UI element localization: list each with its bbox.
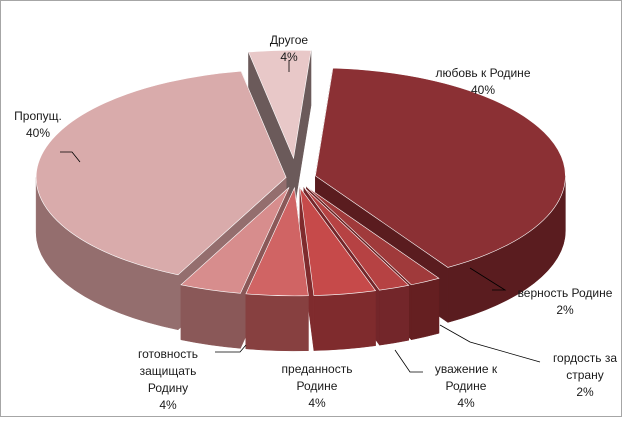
leader-line bbox=[60, 151, 81, 163]
data-labels: любовь к Родине 40%верность Родине 2%гордо… bbox=[14, 33, 617, 412]
slice-top bbox=[315, 67, 566, 268]
data-label-line: любовь к Родине bbox=[436, 66, 531, 80]
data-label-line: защищать bbox=[140, 364, 197, 378]
leader-line bbox=[469, 267, 507, 291]
slice-top bbox=[35, 70, 287, 276]
slice-top bbox=[248, 49, 312, 160]
data-label-8: Другое 4% bbox=[270, 33, 308, 64]
data-label-line: 4% bbox=[159, 398, 177, 412]
slice-outer-wall bbox=[379, 284, 410, 346]
slice-outer-wall bbox=[313, 290, 376, 351]
data-label-1: любовь к Родине 40% bbox=[436, 66, 531, 97]
data-label-line: 2% bbox=[556, 303, 574, 317]
data-label-line: 4% bbox=[280, 50, 298, 64]
data-label-4: уважение к Родине 4% bbox=[435, 362, 498, 410]
data-label-line: Другое bbox=[270, 33, 308, 47]
data-label-line: страну bbox=[566, 368, 603, 382]
slice-top bbox=[245, 186, 309, 297]
data-label-line: Пропущ. bbox=[14, 109, 62, 123]
data-label-line: готовность bbox=[138, 347, 198, 361]
data-label-line: 40% bbox=[471, 83, 495, 97]
slice-top bbox=[306, 186, 440, 286]
pie-slices bbox=[35, 49, 566, 352]
slice-outer-wall bbox=[180, 284, 241, 349]
data-label-line: Родину bbox=[148, 381, 188, 395]
slice-outer-wall bbox=[245, 293, 309, 352]
slice-4 bbox=[299, 186, 377, 351]
data-label-line: Родине bbox=[446, 379, 487, 393]
data-label-line: 40% bbox=[26, 126, 50, 140]
data-label-6: готовность защищать Родину 4% bbox=[138, 347, 198, 412]
data-label-2: верность Родине 2% bbox=[518, 286, 613, 317]
data-label-line: преданность bbox=[282, 362, 353, 376]
slice-5 bbox=[245, 186, 309, 352]
leader-line bbox=[394, 349, 423, 373]
data-label-line: верность Родине bbox=[518, 286, 613, 300]
data-label-line: гордость за bbox=[553, 351, 617, 365]
data-label-line: Родине bbox=[297, 379, 338, 393]
data-label-line: 2% bbox=[576, 385, 594, 399]
data-label-5: преданность Родине 4% bbox=[282, 362, 353, 410]
slice-top bbox=[180, 187, 290, 294]
data-label-line: уважение к bbox=[435, 362, 498, 376]
data-label-line: 4% bbox=[308, 396, 326, 410]
slice-top bbox=[299, 187, 377, 296]
leader-line bbox=[215, 344, 247, 353]
data-label-7: Пропущ. 40% bbox=[14, 109, 62, 140]
leader-line bbox=[439, 324, 541, 363]
slice-top bbox=[303, 187, 410, 291]
leader-lines bbox=[60, 60, 541, 373]
slice-outer-wall bbox=[411, 277, 440, 341]
data-label-3: гордость за страну 2% bbox=[553, 351, 617, 399]
data-label-line: 4% bbox=[457, 396, 475, 410]
